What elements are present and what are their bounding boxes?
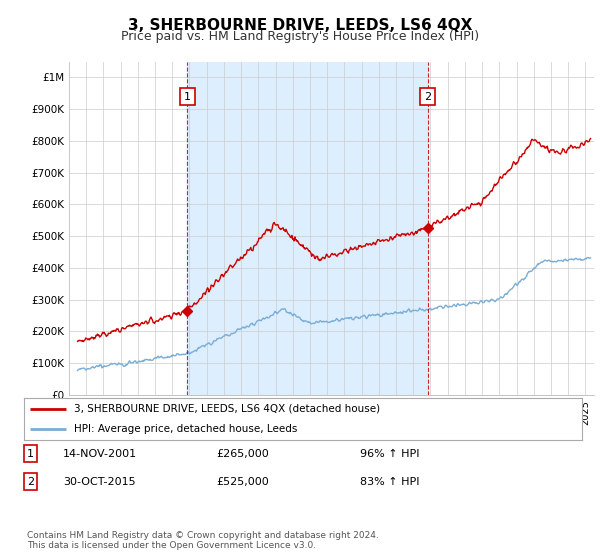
Text: HPI: Average price, detached house, Leeds: HPI: Average price, detached house, Leed… [74, 424, 298, 434]
Text: 14-NOV-2001: 14-NOV-2001 [63, 449, 137, 459]
Text: 83% ↑ HPI: 83% ↑ HPI [360, 477, 419, 487]
Text: £265,000: £265,000 [216, 449, 269, 459]
Text: 3, SHERBOURNE DRIVE, LEEDS, LS6 4QX: 3, SHERBOURNE DRIVE, LEEDS, LS6 4QX [128, 18, 472, 34]
Text: 3, SHERBOURNE DRIVE, LEEDS, LS6 4QX (detached house): 3, SHERBOURNE DRIVE, LEEDS, LS6 4QX (det… [74, 404, 380, 414]
Text: 96% ↑ HPI: 96% ↑ HPI [360, 449, 419, 459]
Text: Price paid vs. HM Land Registry's House Price Index (HPI): Price paid vs. HM Land Registry's House … [121, 30, 479, 43]
Text: 2: 2 [424, 91, 431, 101]
Text: 30-OCT-2015: 30-OCT-2015 [63, 477, 136, 487]
Text: 2: 2 [27, 477, 34, 487]
Text: 1: 1 [184, 91, 191, 101]
Text: 1: 1 [27, 449, 34, 459]
Text: Contains HM Land Registry data © Crown copyright and database right 2024.
This d: Contains HM Land Registry data © Crown c… [27, 530, 379, 550]
Text: £525,000: £525,000 [216, 477, 269, 487]
Bar [187, 62, 428, 395]
